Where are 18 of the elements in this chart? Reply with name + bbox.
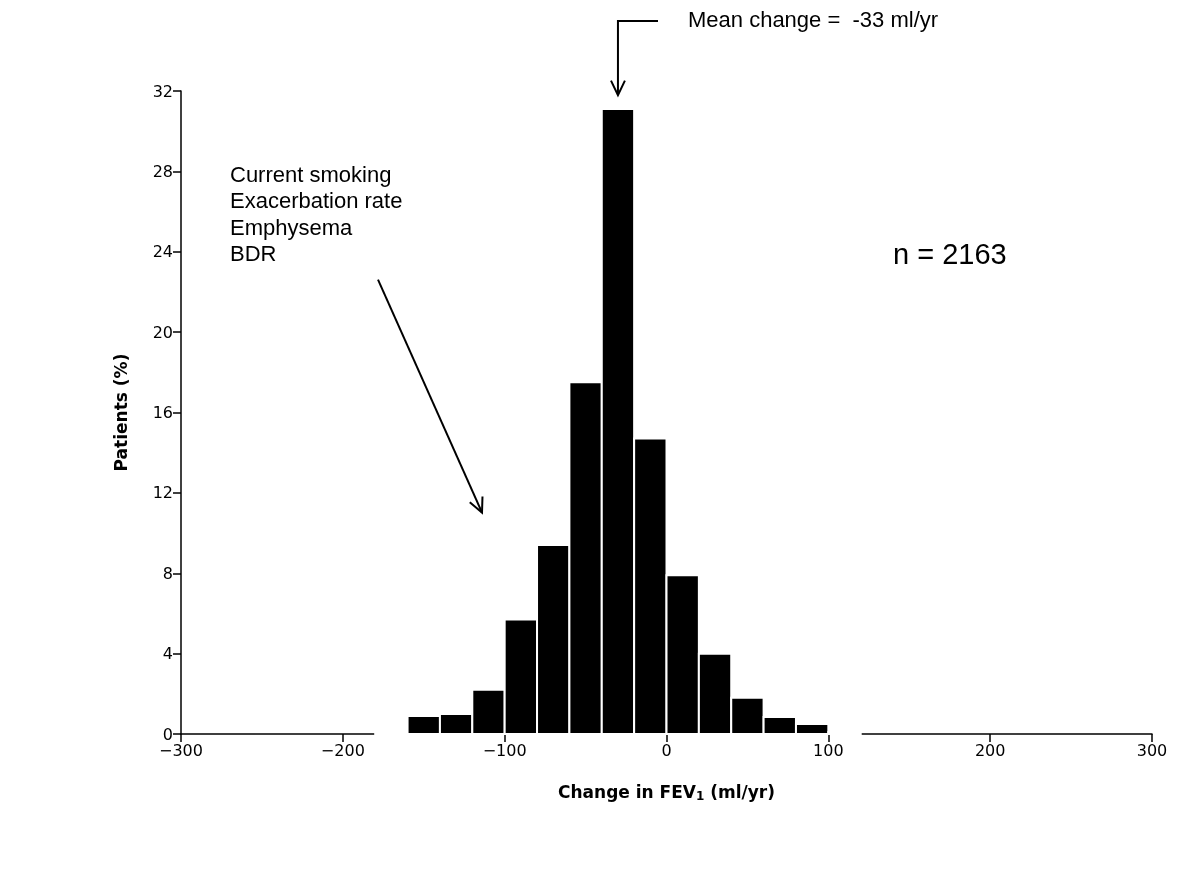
y-tick-label: 28 <box>152 161 173 181</box>
x-tick-label: −100 <box>482 740 527 760</box>
x-tick-label: 100 <box>813 740 844 760</box>
x-tick-label: 0 <box>661 740 672 760</box>
x-tick-label: −200 <box>320 740 365 760</box>
annotation: n = 2163 <box>893 237 1007 272</box>
annotation: Current smoking Exacerbation rate Emphysema BDR <box>230 162 403 268</box>
y-axis-title: Patients (%) <box>110 353 131 472</box>
text: Mean change = -33 ml/yr <box>688 7 939 34</box>
y-tick-label: 16 <box>152 403 173 422</box>
y-tick-label: 12 <box>152 483 173 503</box>
x-tick-label: 300 <box>1136 740 1168 760</box>
y-tick-label: 8 <box>162 563 173 583</box>
x-tick-label: 200 <box>974 740 1006 760</box>
y-tick-label: 32 <box>152 81 173 101</box>
y-tick-label: 4 <box>162 644 173 664</box>
y-tick-label: 20 <box>152 322 173 342</box>
y-tick-label: 24 <box>152 242 173 262</box>
